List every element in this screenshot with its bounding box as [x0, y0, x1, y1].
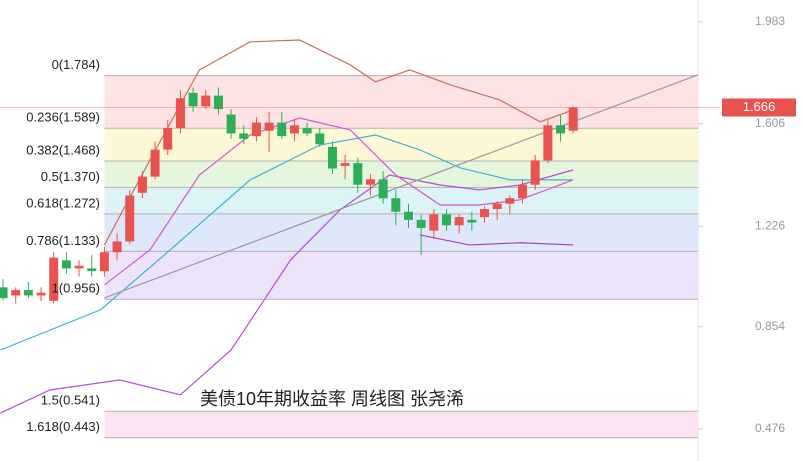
- last-price-box: [722, 98, 796, 117]
- fib-band: [104, 160, 699, 188]
- indicator-line: [0, 169, 574, 414]
- candle-body: [0, 287, 8, 299]
- candle-body: [49, 257, 59, 301]
- candle-body: [112, 241, 122, 253]
- fib-label: 0.382(1.468): [26, 142, 100, 157]
- y-tick-label: 1.983: [755, 14, 785, 28]
- candle-body: [201, 95, 211, 107]
- candle-body: [226, 114, 236, 134]
- candle-body: [125, 195, 135, 242]
- candle-body: [492, 203, 502, 210]
- y-tick-label: 1.226: [755, 218, 785, 232]
- candle-body: [353, 163, 363, 185]
- indicator-line: [419, 234, 574, 246]
- candle-body: [239, 133, 249, 139]
- candle-body: [251, 122, 261, 137]
- fib-label: 0.618(1.272): [26, 195, 100, 210]
- candle-body: [429, 214, 439, 231]
- candle-body: [137, 176, 147, 193]
- fib-band: [104, 128, 699, 161]
- candle-body: [416, 219, 426, 228]
- indicator-line: [104, 117, 574, 286]
- candle-body: [150, 149, 160, 177]
- candle-body: [378, 179, 388, 199]
- candle-body: [568, 107, 578, 131]
- last-price-label: 1.666: [743, 99, 776, 114]
- fib-band: [104, 213, 699, 252]
- candle-body: [556, 125, 566, 134]
- fib-label: 0.236(1.589): [26, 110, 100, 125]
- candle-body: [365, 179, 375, 185]
- fib-label: 1.618(0.443): [26, 419, 100, 434]
- candle-body: [11, 290, 21, 296]
- candle-body: [530, 160, 540, 185]
- candle-body: [441, 214, 451, 226]
- fib-label: 0(1.784): [52, 57, 100, 72]
- candle-body: [188, 92, 198, 107]
- candle-body: [87, 268, 97, 272]
- candle-body: [74, 265, 84, 269]
- fib-label: 0.5(1.370): [41, 169, 100, 184]
- y-tick-label: 0.854: [755, 319, 785, 333]
- y-tick-label: 0.476: [755, 421, 785, 435]
- candle-body: [213, 95, 223, 110]
- indicator-line: [104, 74, 699, 299]
- fib-band: [104, 411, 699, 438]
- candle-body: [403, 211, 413, 220]
- indicator-line: [103, 39, 574, 246]
- candle-body: [61, 260, 71, 269]
- candle-body: [467, 219, 477, 223]
- candle-body: [302, 128, 312, 134]
- candle-body: [23, 290, 33, 296]
- candle-body: [99, 252, 109, 272]
- fib-label: 1.5(0.541): [41, 393, 100, 408]
- fib-band: [104, 187, 699, 214]
- y-tick-label: 1.606: [755, 116, 785, 130]
- candle-body: [36, 292, 46, 296]
- candle-body: [454, 217, 464, 226]
- candle-body: [315, 133, 325, 145]
- candle-body: [340, 163, 350, 166]
- fib-label: 1(0.956): [52, 281, 100, 296]
- candle-body: [505, 198, 515, 204]
- candle-body: [480, 209, 490, 218]
- candle-body: [264, 122, 274, 131]
- candle-body: [518, 184, 528, 199]
- candle-body: [175, 98, 185, 129]
- fib-band: [104, 251, 699, 300]
- candle-body: [327, 146, 337, 169]
- candle-body: [289, 125, 299, 134]
- candle-body: [543, 125, 553, 161]
- chart-title: 美债10年期收益率 周线图 张尧浠: [200, 389, 464, 409]
- candle-body: [163, 128, 173, 150]
- candle-body: [391, 198, 401, 212]
- fib-label: 0.786(1.133): [26, 233, 100, 248]
- indicator-line: [0, 134, 572, 351]
- candle-body: [277, 122, 287, 137]
